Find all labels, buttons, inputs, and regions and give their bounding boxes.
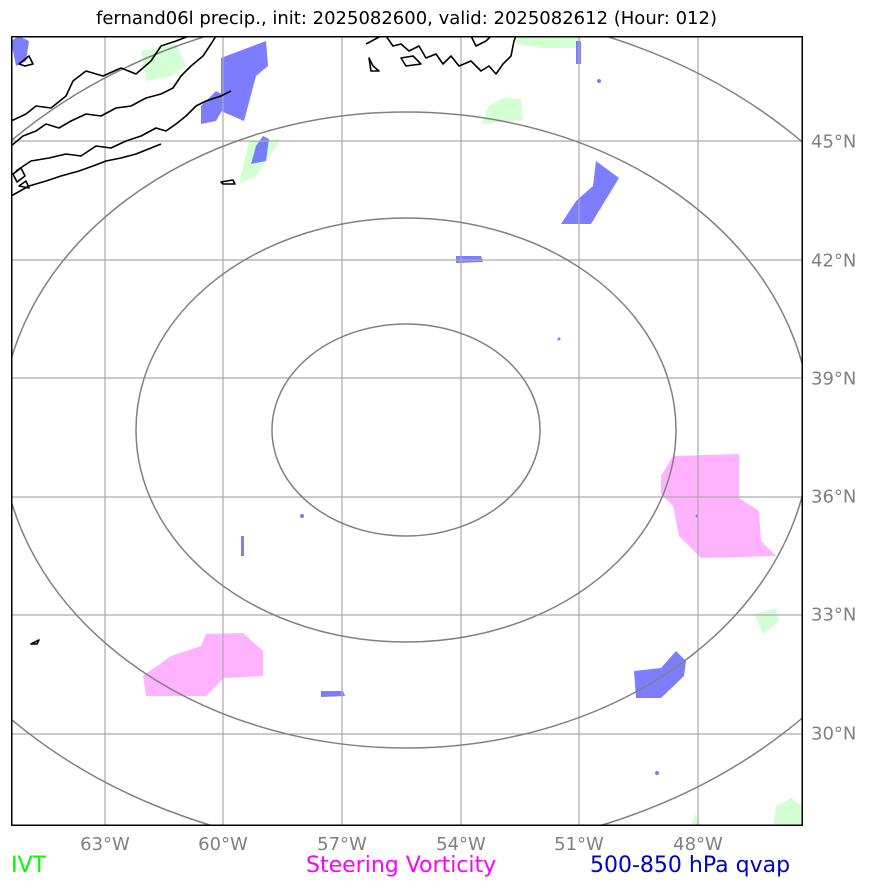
latitude-label: 33°N xyxy=(811,604,857,626)
range-ring xyxy=(135,217,677,643)
legend-steering-vorticity: Steering Vorticity xyxy=(306,853,497,878)
ivt-area xyxy=(516,36,581,48)
ivt-area xyxy=(691,814,701,826)
coastline xyxy=(470,36,492,47)
latitude-label: 30°N xyxy=(811,723,857,745)
coastlines xyxy=(11,36,517,645)
graticule xyxy=(11,36,803,826)
qvap-area xyxy=(251,136,269,164)
map-frame xyxy=(11,36,803,826)
coastline xyxy=(11,36,190,122)
ivt-area xyxy=(141,44,186,81)
vorticity-area xyxy=(661,454,776,558)
coastline xyxy=(11,36,217,147)
latitude-label: 36°N xyxy=(811,486,857,508)
coastline xyxy=(385,36,517,75)
qvap-area xyxy=(241,536,244,556)
legend-qvap: 500-850 hPa qvap xyxy=(590,853,791,878)
coastline xyxy=(368,57,380,72)
qvap-area xyxy=(561,161,619,224)
ivt-area xyxy=(481,98,523,124)
coastline xyxy=(11,143,162,197)
coastline xyxy=(15,90,232,172)
qvap-areas xyxy=(11,36,699,775)
map-title: fernand06l precip., init: 2025082600, va… xyxy=(96,8,717,29)
qvap-speck xyxy=(655,771,659,775)
longitude-label: 63°W xyxy=(80,834,130,855)
coastline xyxy=(220,179,236,185)
range-ring xyxy=(11,36,803,826)
qvap-speck xyxy=(597,79,601,83)
ivt-area xyxy=(754,608,779,634)
latitude-label: 42°N xyxy=(811,250,857,272)
coastline xyxy=(30,639,40,645)
range-rings xyxy=(11,36,803,826)
ivt-areas xyxy=(141,36,803,826)
longitude-label: 60°W xyxy=(198,834,248,855)
ivt-area xyxy=(773,798,803,826)
legend-ivt: IVT xyxy=(11,853,46,878)
latitude-label: 39°N xyxy=(811,368,857,390)
range-ring xyxy=(271,323,541,537)
coastline xyxy=(400,55,422,67)
longitude-label: 48°W xyxy=(673,834,723,855)
longitude-label: 54°W xyxy=(436,834,486,855)
qvap-area xyxy=(221,41,268,121)
qvap-area xyxy=(634,651,686,698)
longitude-label: 51°W xyxy=(554,834,604,855)
coastline xyxy=(18,55,34,67)
latitude-label: 45°N xyxy=(811,131,857,153)
range-ring xyxy=(11,111,803,749)
qvap-speck xyxy=(557,337,561,341)
vorticity-area xyxy=(143,633,263,696)
longitude-label: 57°W xyxy=(317,834,367,855)
qvap-area xyxy=(201,91,229,124)
coastline xyxy=(12,167,26,183)
coastline xyxy=(18,180,30,189)
qvap-area xyxy=(11,36,29,66)
qvap-speck xyxy=(300,514,304,518)
qvap-area xyxy=(321,691,345,697)
map-panel xyxy=(11,36,803,826)
vorticity-areas xyxy=(143,454,776,696)
